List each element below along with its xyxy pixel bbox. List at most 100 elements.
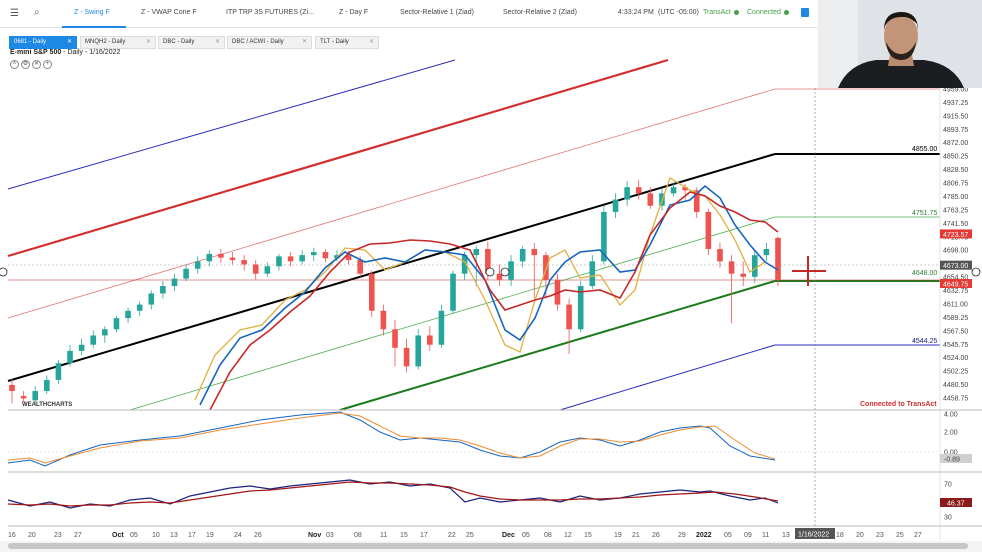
candle xyxy=(485,241,491,280)
subtab-label: DBC - Daily xyxy=(163,39,195,45)
price-tick-label: 4893.75 xyxy=(943,127,968,134)
time-tick-label: 26 xyxy=(254,532,262,539)
candle xyxy=(519,245,526,268)
green-channel-line xyxy=(339,280,776,411)
time-tick-label: 16 xyxy=(8,532,16,539)
connection-status[interactable]: Connected xyxy=(747,9,789,16)
oscillator1-axis: 4.00 2.00 0.00-0.89 xyxy=(940,412,972,464)
drawing-anchors[interactable] xyxy=(0,267,981,277)
time-tick-label: 24 xyxy=(234,532,242,539)
tab-vwap-cone[interactable]: Z - VWAP Cone F xyxy=(141,9,197,16)
candle xyxy=(229,252,236,265)
price-level-label: 4855.00 xyxy=(912,146,937,153)
candle xyxy=(357,256,363,277)
osc1-tick-label: 0.00 xyxy=(944,450,958,457)
candle xyxy=(461,252,468,280)
subtab-0681-daily[interactable]: 0681 - Daily ✕ xyxy=(9,36,77,49)
time-tick-label: 27 xyxy=(914,532,922,539)
time-tick-label: 22 xyxy=(448,532,456,539)
subtab-label: TLT - Daily xyxy=(320,39,349,45)
scrollbar-thumb[interactable] xyxy=(8,543,968,549)
time-tick-label: Oct xyxy=(112,532,124,539)
time-tick-label: 20 xyxy=(28,532,36,539)
broker-status-dot xyxy=(733,9,739,15)
candle xyxy=(392,320,398,367)
candle xyxy=(264,262,271,277)
price-level-label: 4751.75 xyxy=(912,210,937,217)
chart-tabs: 0681 - Daily ✕ MNQH2 - Daily ✕ DBC - Daily… xyxy=(0,36,818,50)
price-tick-label: 4545.75 xyxy=(943,342,968,349)
close-icon[interactable]: ✕ xyxy=(145,39,151,45)
price-tick-label: 4915.50 xyxy=(943,113,968,120)
search-icon[interactable]: ⌕ xyxy=(34,7,40,18)
broker-status[interactable]: TransAct xyxy=(703,9,739,16)
time-tick-label: 23 xyxy=(54,532,62,539)
collapse-icon[interactable]: ˄ xyxy=(10,60,19,69)
candle xyxy=(601,205,607,265)
price-tick-label: 4719.75 xyxy=(943,234,968,241)
subtab-mnqh2-daily[interactable]: MNQH2 - Daily ✕ xyxy=(80,36,156,49)
tab-sector-relative-1[interactable]: Sector-Relative 1 (Ziad) xyxy=(400,9,474,16)
osc2-tick-label: 30 xyxy=(944,515,952,522)
price-tick-label: 4654.50 xyxy=(943,275,968,282)
time-tick-label: 19 xyxy=(206,532,214,539)
candle xyxy=(415,329,422,370)
menu-icon[interactable]: ☰ xyxy=(10,8,19,19)
ma-blue-line xyxy=(199,184,779,406)
subtab-tlt-daily[interactable]: TLT - Daily ✕ xyxy=(315,36,379,49)
subtab-label: MNQH2 - Daily xyxy=(85,39,126,45)
save-icon[interactable] xyxy=(801,8,809,17)
price-tick-label: 4850.25 xyxy=(943,154,968,161)
chart-title: E-mini S&P 500 - Daily - 1/16/2022 xyxy=(10,49,120,56)
tab-day[interactable]: Z - Day F xyxy=(339,9,369,16)
connection-label: Connected xyxy=(747,9,781,16)
time-tick-label: 08 xyxy=(354,532,362,539)
tab-swing[interactable]: Z - Swing F xyxy=(74,9,110,16)
price-tick-label: 4632.75 xyxy=(943,288,968,295)
candle xyxy=(113,315,120,333)
add-indicator-icon[interactable]: + xyxy=(43,60,52,69)
close-icon[interactable]: ✕ xyxy=(368,39,374,45)
candle xyxy=(705,208,712,256)
moving-averages xyxy=(194,177,779,411)
subtab-dbc-acwi-daily[interactable]: DBC / ACWI - Daily ✕ xyxy=(227,36,312,49)
candle xyxy=(635,179,642,200)
tab-sector-relative-2[interactable]: Sector-Relative 2 (Ziad) xyxy=(503,9,577,16)
time-tick-label: Nov xyxy=(308,532,321,539)
candle xyxy=(287,252,294,267)
close-icon[interactable]: ✕ xyxy=(214,39,220,45)
candle xyxy=(276,253,282,271)
candle xyxy=(427,326,433,351)
time-tick-label: 11 xyxy=(380,532,387,539)
time-tick-label: 25 xyxy=(466,532,474,539)
candle xyxy=(554,273,561,311)
close-icon[interactable]: ✕ xyxy=(66,39,72,45)
candle xyxy=(647,187,654,209)
candle xyxy=(763,242,770,262)
close-chart-icon[interactable]: ✕ xyxy=(32,60,41,69)
candle xyxy=(450,270,456,314)
osc1-value-box xyxy=(940,454,972,463)
candles xyxy=(9,179,781,405)
price-level-label: 4673.00 xyxy=(943,263,968,270)
close-icon[interactable]: ✕ xyxy=(301,39,307,45)
candle xyxy=(206,250,213,267)
candle xyxy=(543,252,549,299)
time-tick-label: 09 xyxy=(744,532,752,539)
price-tick-label: 4524.00 xyxy=(943,355,968,362)
time-tick-label: 2022 xyxy=(696,532,712,539)
candle xyxy=(693,187,700,219)
candle xyxy=(218,248,224,263)
price-axis: 4959.004937.254915.504893.754872.004850.… xyxy=(943,87,968,403)
osc2-value-box xyxy=(940,498,972,507)
subtab-dbc-daily[interactable]: DBC - Daily ✕ xyxy=(158,36,225,49)
chart-symbol-name: E-mini S&P 500 xyxy=(10,49,62,56)
horizontal-scrollbar[interactable] xyxy=(0,541,982,552)
time-tick-label: 26 xyxy=(652,532,660,539)
settings-icon[interactable]: ⚙ xyxy=(21,60,30,69)
candle xyxy=(310,247,317,262)
tab-itp-futures[interactable]: ITP TRP 3S FUTURES (Zi... xyxy=(226,9,314,16)
time-tick-label: 11 xyxy=(762,532,769,539)
time-tick-label: 18 xyxy=(836,532,844,539)
price-level-label: 4649.75 xyxy=(943,282,968,289)
